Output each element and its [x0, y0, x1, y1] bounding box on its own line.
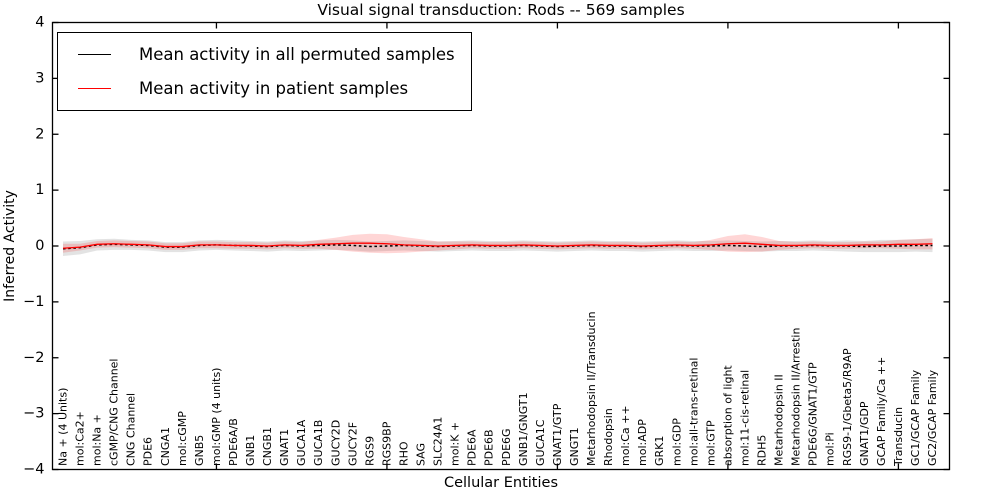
- legend: Mean activity in all permuted samples Me…: [57, 32, 472, 111]
- x-tick-label: Metarhodopsin II/Arrestin: [790, 328, 803, 466]
- y-tick-label: 3: [35, 70, 44, 86]
- x-tick-label: GC2/GCAP Family: [926, 369, 939, 466]
- legend-entry-permuted-samples: Mean activity in all permuted samples: [70, 41, 455, 68]
- patient-mean-line: [62, 242, 933, 249]
- x-tick-label: SAG: [415, 443, 428, 466]
- y-tick-label: 2: [35, 126, 44, 142]
- x-tick-label: GNAT1/GDP: [858, 401, 871, 466]
- permuted-uncertainty-band: [63, 238, 933, 257]
- x-tick-label: GNB1: [244, 435, 257, 466]
- patient-uncertainty-band: [63, 233, 933, 254]
- x-tick-label: GCAP Family/Ca ++: [875, 357, 888, 466]
- x-tick-label: Na + (4 Units): [57, 388, 70, 466]
- x-tick-label: Transducin: [892, 407, 905, 467]
- x-tick-label: SLC24A1: [432, 417, 445, 466]
- x-tick-label: PDE6G/GNAT1/GTP: [807, 362, 820, 466]
- x-tick-label: PDE6B: [483, 429, 496, 466]
- x-tick-label: RDH5: [756, 435, 769, 466]
- x-tick-label: mol:cGMP: [176, 411, 189, 466]
- y-tick-label: 0: [35, 238, 44, 254]
- x-tick-label: GC1/GCAP Family: [909, 369, 922, 466]
- x-tick-label: mol:Ca ++: [619, 405, 632, 466]
- x-axis-label: Cellular Entities: [443, 475, 559, 491]
- y-tick-label: −3: [23, 406, 44, 422]
- x-tick-label: CNGB1: [261, 427, 274, 466]
- x-tick-label: GRK1: [653, 436, 666, 466]
- x-tick-label: CNGA1: [159, 427, 172, 466]
- x-tick-label: PDE6A/B: [227, 418, 240, 466]
- y-axis-label: Inferred Activity: [2, 190, 18, 302]
- legend-label-patient-samples: Mean activity in patient samples: [139, 79, 409, 98]
- y-tick-label: −1: [23, 294, 44, 310]
- y-tick-label: −2: [23, 350, 44, 366]
- legend-line-swatch-black: [78, 54, 111, 55]
- x-tick-label: cGMP/CNG Channel: [108, 359, 121, 467]
- x-tick-label: GNAT1: [278, 429, 291, 466]
- x-tick-label: RGS9BP: [380, 421, 393, 466]
- x-tick-label: GUCY2F: [346, 422, 359, 466]
- x-tick-label: Metarhodopsin II/Transducin: [585, 311, 598, 466]
- x-tick-label: PDE6G: [500, 428, 513, 466]
- x-tick-label: mol:Na +: [91, 414, 104, 466]
- y-tick-label: 1: [35, 182, 44, 198]
- x-tick-label: GNGT1: [568, 427, 581, 466]
- x-tick-label: GUCA1A: [295, 419, 308, 466]
- x-tick-label: GUCY2D: [329, 420, 342, 466]
- x-tick-label: CNG Channel: [125, 393, 138, 466]
- x-tick-label: RGS9-1/Gbeta5/R9AP: [841, 348, 854, 466]
- x-tick-label: GUCA1C: [534, 419, 547, 466]
- x-tick-label: RHO: [397, 441, 410, 466]
- legend-label-permuted-samples: Mean activity in all permuted samples: [139, 45, 455, 64]
- y-tick-label: −4: [23, 462, 44, 478]
- x-tick-label: Metarhodopsin II: [773, 374, 786, 466]
- y-tick-label: 4: [35, 15, 44, 31]
- x-tick-label: mol:K +: [449, 422, 462, 466]
- x-tick-label: RGS9: [363, 436, 376, 466]
- chart-title: Visual signal transduction: Rods -- 569 …: [317, 1, 685, 19]
- x-tick-label: mol:GMP (4 units): [210, 368, 223, 466]
- x-tick-label: mol:ADP: [636, 419, 649, 466]
- x-tick-label: mol:11-cis-retinal: [738, 370, 751, 466]
- x-tick-label: GUCA1B: [312, 420, 325, 466]
- x-tick-label: mol:Pi: [824, 432, 837, 466]
- x-tick-label: mol:all-trans-retinal: [687, 358, 700, 466]
- legend-line-swatch-red: [78, 88, 111, 89]
- x-tick-label: GNAT1/GTP: [551, 403, 564, 466]
- x-tick-label: GNB5: [193, 435, 206, 466]
- x-tick-label: PDE6: [142, 437, 155, 466]
- x-tick-label: absorption of light: [721, 365, 734, 466]
- x-tick-label: mol:Ca2+: [74, 411, 87, 466]
- x-tick-label: mol:GTP: [704, 420, 717, 466]
- x-tick-label: PDE6A: [466, 429, 479, 466]
- x-tick-label: mol:GDP: [670, 418, 683, 466]
- x-tick-label: GNB1/GNGT1: [517, 392, 530, 466]
- x-tick-label: Rhodopsin: [602, 408, 615, 466]
- legend-entry-patient-samples: Mean activity in patient samples: [70, 75, 455, 102]
